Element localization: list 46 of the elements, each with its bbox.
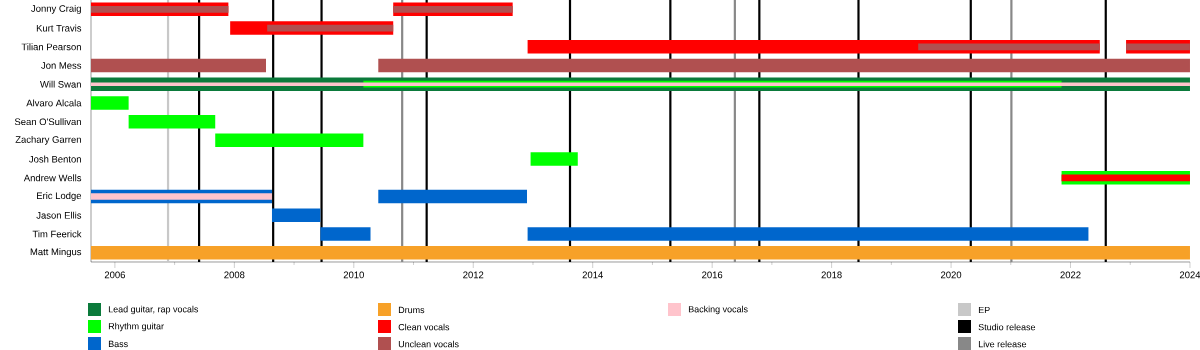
x-tick-label: 2014 (582, 271, 603, 279)
y-tick-label: Zachary Garren (15, 135, 81, 145)
legend-label: Studio release (978, 323, 1036, 331)
y-tick-label: Andrew Wells (23, 174, 82, 182)
legend-label: Clean vocals (398, 323, 450, 331)
bar (91, 96, 129, 110)
legend-label: Unclean vocals (398, 340, 459, 348)
y-tick-label: Jon Mess (41, 62, 82, 69)
y-tick-label: Will Swan (40, 80, 81, 88)
y-tick-label: Matt Mingus (30, 248, 82, 258)
x-tick-label: 2016 (702, 271, 723, 279)
legend-label: Live release (978, 340, 1027, 348)
y-tick-label: Jonny Craig (31, 4, 81, 14)
bar (320, 227, 371, 241)
x-tick-label: 2008 (224, 271, 245, 279)
legend-label: EP (978, 306, 990, 314)
x-tick-label: 2020 (941, 271, 962, 279)
x-tick-label: 2018 (821, 271, 842, 279)
bar (393, 5, 513, 13)
y-tick-label: Eric Lodge (37, 192, 82, 201)
bar (91, 5, 229, 13)
y-tick-label: Jason Ellis (36, 211, 82, 219)
y-tick-label: Sean O'Sullivan (14, 118, 81, 126)
x-tick-label: 2024 (1179, 271, 1200, 279)
y-tick-label: Tim Feerick (32, 230, 82, 238)
x-tick-label: 2010 (343, 271, 364, 279)
bar (271, 208, 321, 222)
bar (91, 193, 272, 200)
bar (215, 133, 364, 148)
x-tick-label: 2006 (104, 271, 125, 279)
bar (530, 152, 578, 166)
legend-label: Bass (108, 340, 128, 348)
y-tick-label: Tilian Pearson (21, 43, 81, 51)
bar (128, 114, 216, 129)
legend-label: Backing vocals (688, 305, 748, 315)
legend-label: Drums (398, 306, 425, 314)
bar (378, 189, 527, 204)
bar (918, 43, 1100, 51)
bar (527, 227, 1089, 241)
y-tick-label: Alvaro Alcala (26, 99, 82, 107)
legend-label: Lead guitar, rap vocals (108, 305, 199, 315)
y-tick-label: Josh Benton (29, 155, 81, 163)
y-tick-label: Kurt Travis (36, 24, 82, 32)
x-tick-label: 2022 (1060, 271, 1081, 279)
x-tick-label: 2012 (463, 271, 484, 279)
legend-label: Rhythm guitar (108, 322, 164, 332)
